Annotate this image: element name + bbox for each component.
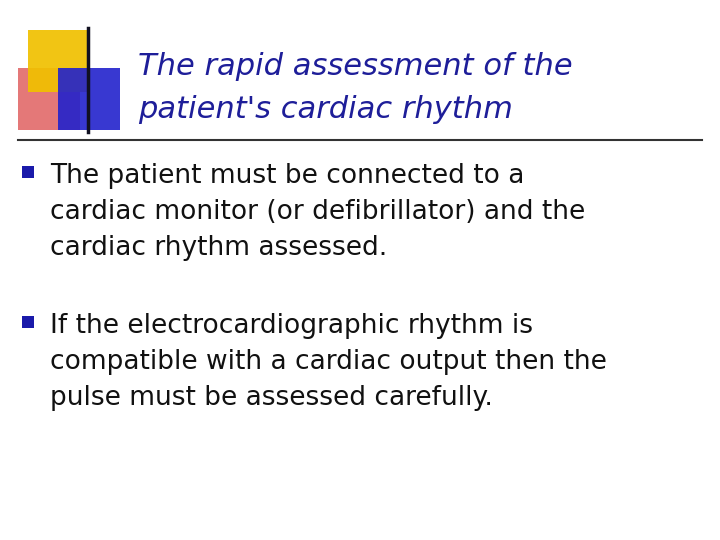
Text: patient's cardiac rhythm: patient's cardiac rhythm (138, 95, 513, 124)
Text: The patient must be connected to a: The patient must be connected to a (50, 163, 524, 189)
Bar (28, 30, 90, 92)
Text: The rapid assessment of the: The rapid assessment of the (138, 52, 572, 81)
Text: cardiac monitor (or defibrillator) and the: cardiac monitor (or defibrillator) and t… (50, 199, 585, 225)
Text: If the electrocardiographic rhythm is: If the electrocardiographic rhythm is (50, 313, 533, 339)
Bar (18, 68, 80, 130)
Bar (22, 166, 34, 178)
Text: cardiac rhythm assessed.: cardiac rhythm assessed. (50, 235, 387, 261)
Text: compatible with a cardiac output then the: compatible with a cardiac output then th… (50, 349, 607, 375)
Bar (22, 316, 34, 328)
Bar (58, 68, 120, 130)
Text: pulse must be assessed carefully.: pulse must be assessed carefully. (50, 385, 493, 411)
